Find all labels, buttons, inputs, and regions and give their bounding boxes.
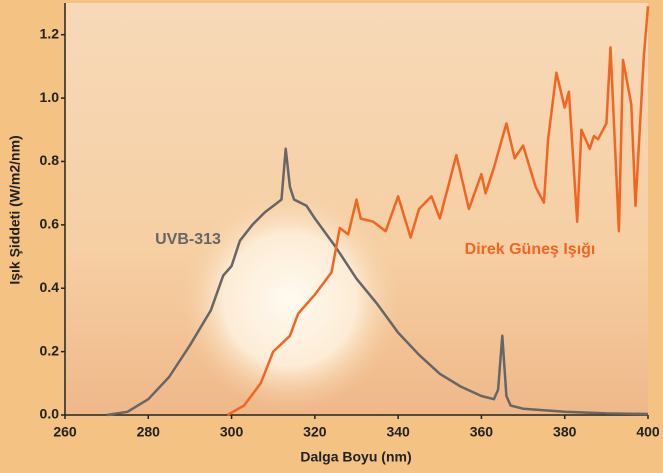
x-tick-label: 260 <box>53 424 77 440</box>
y-tick-label: 0.4 <box>40 279 60 295</box>
x-tick-label: 400 <box>636 424 660 440</box>
x-tick-label: 360 <box>470 424 494 440</box>
x-tick-label: 280 <box>137 424 161 440</box>
y-tick-label: 1.2 <box>40 25 60 41</box>
x-tick-label: 380 <box>553 424 577 440</box>
sun-glow <box>180 190 400 410</box>
y-tick-label: 0.6 <box>40 216 60 232</box>
annotation: Direk Güneş Işığı <box>465 241 596 258</box>
x-tick-label: 320 <box>303 424 327 440</box>
x-tick-label: 300 <box>220 424 244 440</box>
y-axis-label: Işık Şiddeti (W/m2/nm) <box>7 135 23 284</box>
annotation: UVB-313 <box>155 231 221 248</box>
y-tick-label: 0.0 <box>40 406 60 422</box>
y-tick-label: 0.2 <box>40 342 60 358</box>
x-tick-label: 340 <box>386 424 410 440</box>
x-axis-label: Dalga Boyu (nm) <box>300 449 411 465</box>
series-line <box>106 147 649 417</box>
series-line <box>226 6 650 417</box>
y-tick-label: 0.8 <box>40 152 60 168</box>
y-tick-label: 1.0 <box>40 89 60 105</box>
